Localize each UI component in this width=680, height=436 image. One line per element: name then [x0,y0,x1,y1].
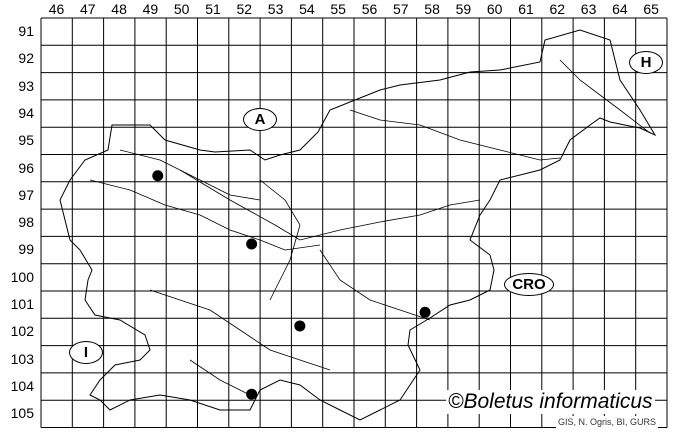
column-label: 51 [205,1,221,17]
row-label: 104 [10,377,34,394]
record-dot [246,388,258,400]
column-label: 52 [236,1,253,17]
column-label: 58 [424,1,440,17]
column-label: 47 [80,1,96,17]
river [559,59,651,134]
data-source: GIS, N. Ogris, BI, GURS [556,416,659,428]
river [179,169,481,241]
column-label: 59 [455,1,472,17]
row-label: 98 [18,214,34,231]
record-dot [246,238,258,250]
column-label: 48 [111,1,127,17]
river [349,109,561,161]
country-label-italy: I [69,341,103,364]
record-dot [294,320,306,332]
river [189,359,251,396]
column-label: 65 [643,1,659,17]
grid-lines [40,17,668,428]
column-label: 46 [48,1,65,17]
row-label: 101 [10,296,34,312]
record-dots [152,170,431,400]
credit-watermark: ©Boletus informaticus [446,390,655,414]
column-label: 64 [612,1,628,17]
row-label: 93 [18,77,34,94]
column-label: 63 [580,1,597,17]
country-border [59,29,657,421]
column-label: 49 [142,1,159,17]
row-label: 96 [18,159,34,176]
record-dot [419,306,431,318]
country-label-austria: A [243,108,277,131]
river [119,149,261,201]
column-label: 57 [393,1,409,17]
row-label: 105 [10,405,34,422]
row-label: 103 [10,350,34,367]
row-label: 94 [18,104,34,121]
river [319,249,431,321]
row-label: 97 [18,186,34,203]
column-label: 62 [549,1,566,17]
river [149,289,331,371]
row-label: 102 [10,323,34,340]
river [259,179,301,301]
rivers [89,59,651,396]
country-label-croatia: CRO [504,273,554,296]
column-label: 60 [486,1,503,17]
row-label: 99 [18,241,34,258]
column-label: 56 [361,1,378,17]
row-label: 91 [18,23,34,39]
row-label: 95 [18,132,34,149]
record-dot [152,170,164,182]
column-label: 55 [330,1,346,17]
column-label: 54 [299,1,315,17]
row-label: 92 [18,50,34,67]
column-label: 50 [173,1,190,17]
country-label-hungary: H [629,51,663,74]
column-label: 61 [518,1,534,17]
column-label: 53 [267,1,284,17]
row-label: 100 [10,268,34,285]
river [89,179,321,251]
